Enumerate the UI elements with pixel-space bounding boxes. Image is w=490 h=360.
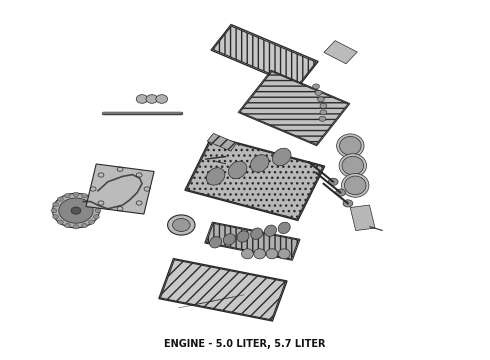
Ellipse shape — [320, 110, 327, 115]
Ellipse shape — [52, 215, 58, 219]
FancyBboxPatch shape — [86, 164, 154, 214]
FancyBboxPatch shape — [206, 223, 298, 259]
Ellipse shape — [52, 202, 58, 207]
Ellipse shape — [65, 224, 71, 228]
Ellipse shape — [94, 215, 99, 219]
Ellipse shape — [94, 202, 99, 207]
Text: ENGINE - 5.0 LITER, 5.7 LITER: ENGINE - 5.0 LITER, 5.7 LITER — [164, 339, 326, 349]
Ellipse shape — [342, 174, 369, 197]
Ellipse shape — [89, 197, 95, 201]
Ellipse shape — [129, 174, 150, 190]
Ellipse shape — [254, 249, 266, 259]
Ellipse shape — [59, 198, 93, 223]
Ellipse shape — [337, 134, 364, 158]
Ellipse shape — [339, 154, 367, 177]
FancyBboxPatch shape — [324, 41, 357, 64]
Ellipse shape — [81, 193, 87, 198]
Ellipse shape — [52, 193, 99, 228]
Ellipse shape — [315, 90, 322, 95]
Ellipse shape — [328, 178, 338, 185]
Ellipse shape — [65, 193, 71, 198]
Ellipse shape — [57, 197, 63, 201]
Ellipse shape — [320, 103, 327, 108]
Ellipse shape — [156, 95, 168, 103]
Ellipse shape — [250, 155, 269, 172]
Ellipse shape — [73, 192, 79, 197]
Ellipse shape — [265, 225, 276, 237]
FancyBboxPatch shape — [240, 72, 348, 144]
Ellipse shape — [51, 208, 57, 213]
Ellipse shape — [272, 148, 291, 166]
Ellipse shape — [344, 176, 366, 195]
FancyBboxPatch shape — [350, 205, 375, 230]
FancyBboxPatch shape — [207, 133, 237, 151]
Ellipse shape — [336, 189, 345, 196]
Ellipse shape — [223, 234, 235, 245]
Ellipse shape — [278, 249, 290, 259]
Ellipse shape — [172, 219, 190, 231]
Ellipse shape — [237, 231, 249, 242]
Ellipse shape — [251, 228, 263, 239]
Ellipse shape — [136, 95, 148, 103]
FancyBboxPatch shape — [213, 26, 316, 85]
Ellipse shape — [71, 207, 81, 214]
Ellipse shape — [146, 95, 158, 103]
Ellipse shape — [228, 161, 247, 179]
Ellipse shape — [134, 177, 146, 186]
FancyBboxPatch shape — [160, 260, 286, 320]
Ellipse shape — [73, 225, 79, 229]
Ellipse shape — [313, 84, 319, 89]
Ellipse shape — [318, 97, 324, 102]
Ellipse shape — [57, 220, 63, 224]
Ellipse shape — [89, 220, 95, 224]
Ellipse shape — [342, 156, 364, 175]
Ellipse shape — [210, 237, 221, 248]
Ellipse shape — [168, 215, 195, 235]
Ellipse shape — [206, 168, 225, 185]
Ellipse shape — [278, 222, 290, 234]
Ellipse shape — [81, 224, 87, 228]
Ellipse shape — [340, 136, 361, 155]
Ellipse shape — [242, 249, 253, 259]
Ellipse shape — [95, 208, 101, 213]
Ellipse shape — [319, 116, 326, 121]
Ellipse shape — [343, 200, 353, 207]
Ellipse shape — [266, 249, 278, 259]
FancyBboxPatch shape — [187, 137, 323, 219]
